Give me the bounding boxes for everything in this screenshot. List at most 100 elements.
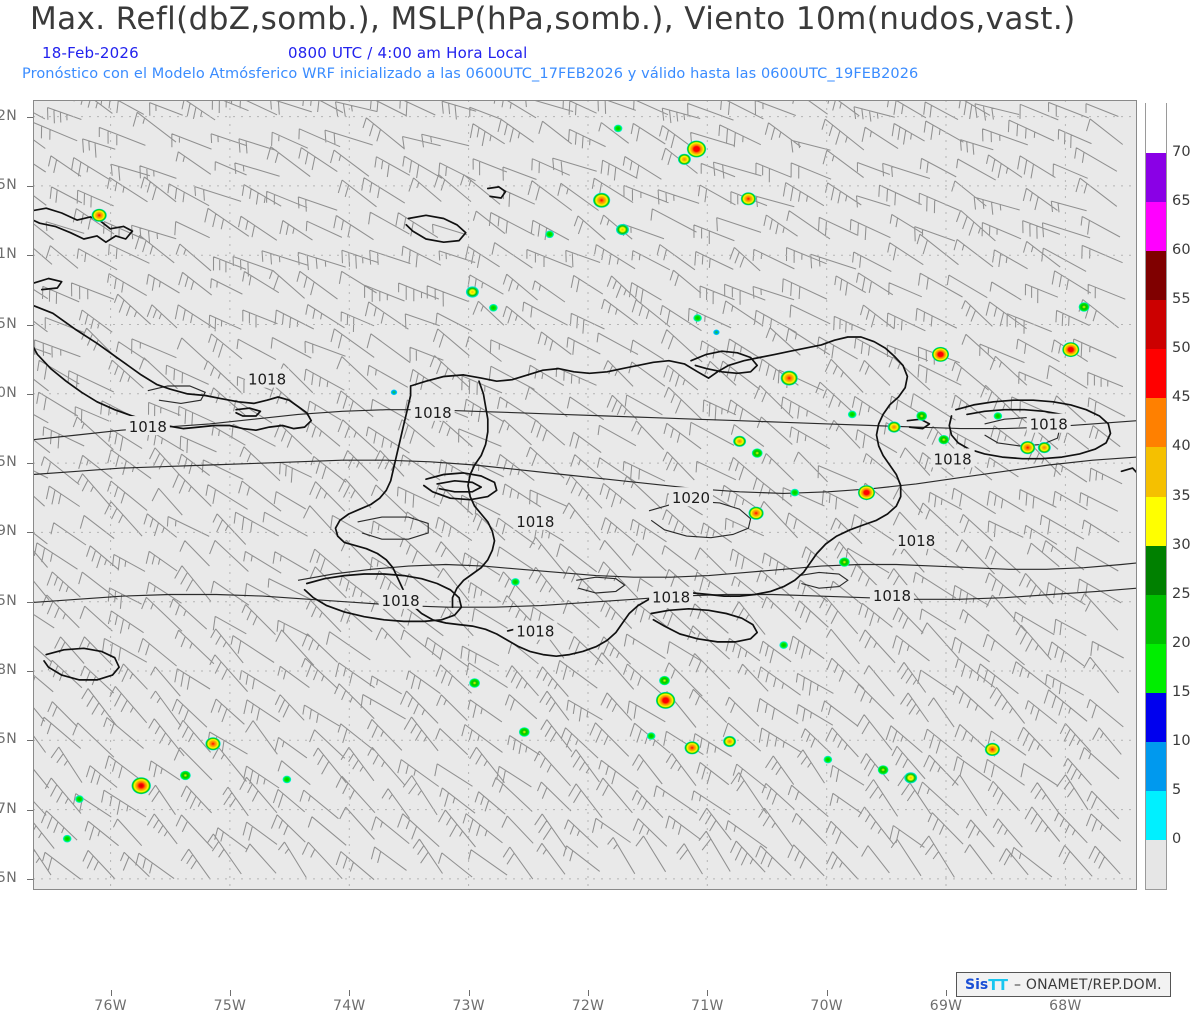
reflectivity-cell [993,412,1003,420]
reflectivity-cell [62,834,72,843]
coastline [33,207,134,244]
map-background: 1018 1018 1018 1018 1020 1018 1018 1018 1018 1018… [33,100,1137,890]
colorbar-segment [1146,739,1166,791]
logo-tt-text: TT [988,975,1008,994]
isobar-contour [357,516,429,540]
colorbar-segment [1146,494,1166,546]
isobar-label-backdrop [1026,413,1071,433]
reflectivity-cell [751,448,763,458]
lat-tick-mark [27,809,33,811]
isobar-layer [33,385,1137,608]
reflectivity-cell [780,370,798,386]
coastline [33,277,63,291]
isobar-label: 1018 [382,592,420,610]
colorbar-segment [1146,151,1166,203]
reflectivity-cell [839,557,850,567]
reflectivity-cell [887,421,901,433]
reflectivity-cell [931,346,950,362]
colorbar-segment [1146,690,1166,742]
logo-org-text: – ONAMET/REP.DOM. [1014,976,1162,993]
subtitle-row: 18-Feb-2026 0800 UTC / 4:00 am Hora Loca… [42,44,1142,64]
coastline [43,647,120,681]
reflectivity-cell [91,208,107,222]
colorbar-tick-label: 35 [1172,487,1191,504]
isobar-contour [33,409,1137,441]
isobar-label-backdrop [649,586,694,606]
lat-tick-label: 16.5N [0,869,17,886]
lon-tick-label: 74W [332,998,366,1014]
isobar-label-backdrop [894,529,939,549]
reflectivity-cell [646,732,656,740]
lon-tick-mark [349,990,351,996]
reflectivity-cell [723,735,737,748]
reflectivity-colorbar[interactable] [1145,102,1167,890]
reflectivity-cell [713,329,720,336]
reflectivity-cell [1020,441,1036,455]
coastline [690,350,759,375]
coastline [486,186,507,199]
lat-tick-mark [27,116,33,118]
colorbar-tick-label: 0 [1172,830,1182,847]
colorbar-tick-label: 55 [1172,291,1191,308]
reflectivity-cell [904,772,918,784]
lat-tick-mark [27,185,33,187]
isobar-label: 1018 [652,589,690,607]
coastline [405,214,467,244]
reflectivity-cell [205,737,221,751]
isobar-label: 1018 [873,587,911,605]
lat-tick-label: 21N [0,246,17,263]
isobar-label-backdrop [513,510,558,530]
colorbar-tick-label: 15 [1172,683,1191,700]
lon-tick-label: 68W [1049,998,1082,1014]
reflectivity-cell [545,230,554,239]
lat-tick-label: 20.5N [0,315,17,332]
lon-tick-mark [110,990,112,996]
reflectivity-cell [518,727,530,737]
reflectivity-cell [489,304,498,312]
map-plot-area[interactable]: 1018 1018 1018 1018 1020 1018 1018 1018 1018 1018… [0,100,1171,1014]
forecast-time: 0800 UTC / 4:00 am Hora Local [288,44,528,62]
colorbar-segment [1146,838,1166,889]
coastline [451,380,496,609]
reflectivity-cell [686,140,707,158]
lat-tick-mark [27,671,33,673]
isobar-label: 1018 [414,404,452,422]
reflectivity-cell [693,314,702,322]
logo-sis-text: Sis [965,976,989,993]
coastline [303,573,463,623]
lat-tick-mark [27,601,33,603]
colorbar-segment [1146,347,1166,399]
reflectivity-cell [465,286,479,298]
reflectivity-layer [62,124,1090,843]
reflectivity-cell [659,675,670,686]
reflectivity-cell [511,578,520,586]
isobar-contour [33,587,1137,608]
coastline [33,304,313,432]
isobar-contour [984,417,1061,447]
isobar-contour [799,571,849,589]
provider-logo: Sis TT – ONAMET/REP.DOM. [956,972,1171,997]
lon-tick-label: 76W [94,998,127,1014]
colorbar-segment [1146,298,1166,350]
reflectivity-cell [733,435,747,447]
lon-tick-mark [707,990,709,996]
isobar-label: 1018 [934,450,972,468]
chart-header: Max. Refl(dbZ,somb.), MSLP(hPa,somb.), V… [0,0,1200,92]
reflectivity-cell [180,770,191,781]
colorbar-tick-label: 30 [1172,536,1191,553]
colorbar-tick-label: 25 [1172,585,1191,602]
isobar-label: 1018 [1030,416,1068,434]
lat-tick-mark [27,324,33,326]
coastline [436,479,483,493]
colorbar-tick-label: 40 [1172,438,1191,455]
isobar-contour [297,562,1137,581]
lat-tick-label: 21.5N [0,176,17,193]
reflectivity-cell [748,506,764,520]
coastline [906,418,931,430]
isobar-label: 1018 [248,371,286,389]
reflectivity-cell [916,411,928,421]
isobar-label: 1018 [129,418,167,436]
lat-tick-label: 18N [0,662,17,679]
colorbar-tick-label: 20 [1172,634,1191,651]
isobar-label: 1018 [897,532,935,550]
